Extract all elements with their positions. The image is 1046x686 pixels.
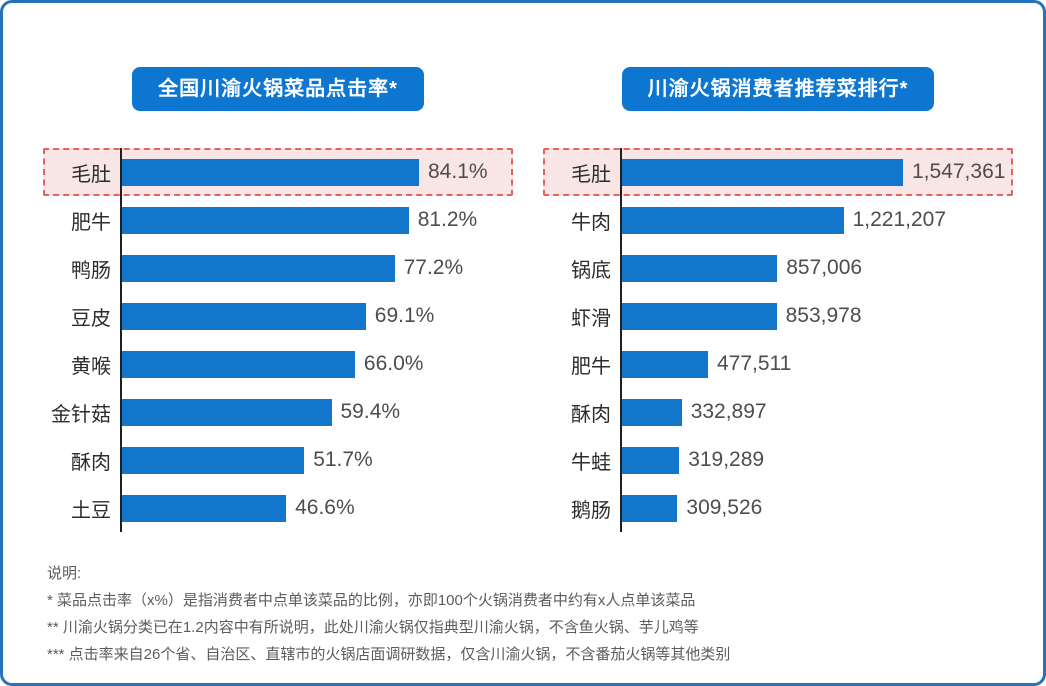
category-label: 豆皮	[71, 307, 111, 330]
recommendation-chart: 川渝火锅消费者推荐菜排行* 毛肚 1,547,361 牛肉 1,221,207 锅底 85…	[543, 67, 1013, 532]
bar-track: 77.2%	[121, 254, 511, 282]
value-label: 477,511	[717, 352, 792, 375]
chart-row: 黄喉 66.0%	[43, 340, 513, 388]
bar	[621, 350, 708, 378]
value-label: 857,006	[786, 256, 863, 279]
chart-row: 酥肉 51.7%	[43, 436, 513, 484]
value-label: 1,547,361	[912, 160, 1006, 183]
bar	[621, 254, 778, 282]
chart-row: 虾滑 853,978	[543, 292, 1013, 340]
bar-track: 46.6%	[121, 494, 511, 522]
bar	[121, 350, 355, 378]
value-label: 59.4%	[340, 400, 401, 423]
chart-row: 牛蛙 319,289	[543, 436, 1013, 484]
category-label: 牛肉	[571, 211, 611, 234]
bar-track: 1,547,361	[621, 158, 1011, 186]
bar	[121, 206, 409, 234]
bar	[121, 494, 287, 522]
category-label: 牛蛙	[571, 451, 611, 474]
chart-row: 锅底 857,006	[543, 244, 1013, 292]
bar	[621, 446, 680, 474]
chart-row: 豆皮 69.1%	[43, 292, 513, 340]
bar	[621, 398, 682, 426]
bar-track: 59.4%	[121, 398, 511, 426]
bar-track: 319,289	[621, 446, 1011, 474]
recommendation-title-row: 川渝火锅消费者推荐菜排行*	[543, 67, 1013, 111]
footnote-3: *** 点击率来自26个省、自治区、直辖市的火锅店面调研数据，仅含川渝火锅，不含…	[47, 646, 731, 663]
footnotes-heading: 说明:	[47, 565, 82, 582]
footnote-2: ** 川渝火锅分类已在1.2内容中有所说明，此处川渝火锅仅指典型川渝火锅，不含鱼…	[47, 619, 699, 636]
bar-track: 84.1%	[121, 158, 511, 186]
category-label: 土豆	[71, 499, 111, 522]
value-label: 319,289	[688, 448, 765, 471]
value-label: 81.2%	[417, 208, 478, 231]
bar-track: 81.2%	[121, 206, 511, 234]
category-label: 虾滑	[571, 307, 611, 330]
chart-row-highlighted: 毛肚 1,547,361	[543, 148, 1013, 196]
chart-row-highlighted: 毛肚 84.1%	[43, 148, 513, 196]
bar	[621, 206, 844, 234]
bar	[121, 446, 305, 474]
click-rate-chart: 全国川渝火锅菜品点击率* 毛肚 84.1% 肥牛 81.2% 鸭肠 77.2% 豆皮 69.1…	[43, 67, 513, 532]
category-label: 鹅肠	[571, 499, 611, 522]
chart-row: 肥牛 81.2%	[43, 196, 513, 244]
bar	[121, 158, 419, 186]
value-label: 77.2%	[403, 256, 464, 279]
value-label: 853,978	[785, 304, 862, 327]
category-label: 肥牛	[71, 211, 111, 234]
bar-track: 1,221,207	[621, 206, 1011, 234]
recommendation-rows: 毛肚 1,547,361 牛肉 1,221,207 锅底 857,006 虾滑 853,978…	[543, 148, 1013, 532]
charts-area: 全国川渝火锅菜品点击率* 毛肚 84.1% 肥牛 81.2% 鸭肠 77.2% 豆皮 69.1…	[3, 3, 1043, 532]
category-label: 酥肉	[71, 451, 111, 474]
category-label: 金针菇	[51, 403, 111, 426]
bar	[121, 254, 395, 282]
value-label: 1,221,207	[852, 208, 947, 231]
bar-track: 332,897	[621, 398, 1011, 426]
bar	[621, 494, 678, 522]
bar-track: 477,511	[621, 350, 1011, 378]
category-label: 鸭肠	[71, 259, 111, 282]
category-label: 毛肚	[571, 163, 611, 186]
footnotes: 说明: * 菜品点击率（x%）是指消费者中点单该菜品的比例，亦即100个火锅消费…	[3, 560, 1043, 668]
category-label: 酥肉	[571, 403, 611, 426]
bar	[121, 302, 366, 330]
chart-row: 金针菇 59.4%	[43, 388, 513, 436]
bar-track: 857,006	[621, 254, 1011, 282]
category-label: 毛肚	[71, 163, 111, 186]
bar-track: 66.0%	[121, 350, 511, 378]
category-label: 黄喉	[71, 355, 111, 378]
chart-row: 鸭肠 77.2%	[43, 244, 513, 292]
value-label: 309,526	[686, 496, 763, 519]
chart-row: 肥牛 477,511	[543, 340, 1013, 388]
chart-row: 牛肉 1,221,207	[543, 196, 1013, 244]
category-label: 肥牛	[571, 355, 611, 378]
chart-row: 酥肉 332,897	[543, 388, 1013, 436]
bar	[121, 398, 332, 426]
category-label: 锅底	[571, 259, 611, 282]
bar-track: 853,978	[621, 302, 1011, 330]
value-label: 332,897	[690, 400, 767, 423]
recommendation-title-pill: 川渝火锅消费者推荐菜排行*	[621, 67, 935, 111]
chart-row: 鹅肠 309,526	[543, 484, 1013, 532]
value-label: 46.6%	[295, 496, 355, 519]
value-label: 69.1%	[374, 304, 435, 327]
click-rate-rows: 毛肚 84.1% 肥牛 81.2% 鸭肠 77.2% 豆皮 69.1% 黄喉 66.0% 金针菇 59…	[43, 148, 513, 532]
value-label: 84.1%	[428, 160, 488, 183]
value-label: 51.7%	[313, 448, 373, 471]
click-rate-title-row: 全国川渝火锅菜品点击率*	[43, 67, 513, 111]
bar	[621, 302, 777, 330]
value-label: 66.0%	[363, 352, 424, 375]
bar-track: 69.1%	[121, 302, 511, 330]
bar-track: 309,526	[621, 494, 1011, 522]
click-rate-title-pill: 全国川渝火锅菜品点击率*	[132, 67, 424, 111]
bar	[621, 158, 903, 186]
chart-row: 土豆 46.6%	[43, 484, 513, 532]
bar-track: 51.7%	[121, 446, 511, 474]
footnote-1: * 菜品点击率（x%）是指消费者中点单该菜品的比例，亦即100个火锅消费者中约有…	[47, 592, 696, 609]
